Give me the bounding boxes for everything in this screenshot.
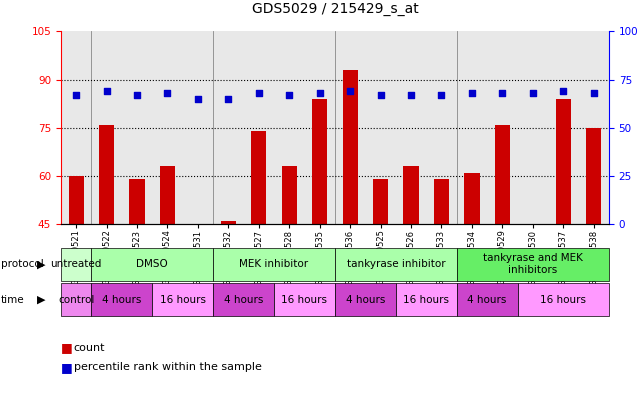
Bar (495, 125, 510, 224)
Point (528, 90, 538, 96)
Point (162, 90, 172, 96)
Text: control: control (58, 295, 94, 305)
Bar (312, 99, 328, 224)
Text: 4 hours: 4 hours (467, 295, 507, 305)
Text: 4 hours: 4 hours (224, 295, 263, 305)
Bar (556, 99, 571, 224)
Bar (586, 128, 601, 224)
Bar (99, 125, 114, 224)
Bar (281, 166, 297, 224)
Point (101, 88, 112, 94)
Text: untreated: untreated (51, 259, 102, 269)
Point (558, 88, 569, 94)
Text: time: time (1, 295, 24, 305)
Point (588, 90, 599, 96)
Text: ▶: ▶ (37, 295, 46, 305)
Text: ■: ■ (61, 361, 72, 374)
Bar (342, 70, 358, 224)
Text: GDS5029 / 215429_s_at: GDS5029 / 215429_s_at (251, 2, 419, 16)
Point (376, 92, 386, 98)
Point (315, 90, 325, 96)
Text: ▶: ▶ (37, 259, 46, 269)
Point (254, 90, 264, 96)
Point (497, 90, 508, 96)
Bar (434, 179, 449, 224)
Point (345, 88, 355, 94)
Text: 16 hours: 16 hours (403, 295, 449, 305)
Point (71, 92, 81, 98)
Text: ■: ■ (61, 341, 72, 354)
Text: 16 hours: 16 hours (160, 295, 206, 305)
Text: percentile rank within the sample: percentile rank within the sample (74, 362, 262, 373)
Bar (464, 173, 479, 224)
Bar (160, 166, 175, 224)
Text: DMSO: DMSO (137, 259, 168, 269)
Bar (373, 179, 388, 224)
Point (132, 92, 142, 98)
Text: 4 hours: 4 hours (102, 295, 142, 305)
Text: MEK inhibitor: MEK inhibitor (240, 259, 308, 269)
Text: protocol: protocol (1, 259, 44, 269)
Point (223, 96, 233, 102)
Text: 4 hours: 4 hours (345, 295, 385, 305)
Point (406, 92, 416, 98)
Text: 16 hours: 16 hours (281, 295, 328, 305)
Bar (69, 176, 84, 224)
Text: tankyrase inhibitor: tankyrase inhibitor (347, 259, 445, 269)
Point (193, 96, 203, 102)
Text: tankyrase and MEK
inhibitors: tankyrase and MEK inhibitors (483, 253, 583, 275)
Bar (221, 221, 236, 224)
Point (284, 92, 294, 98)
Bar (403, 166, 419, 224)
Point (437, 92, 447, 98)
Bar (129, 179, 145, 224)
Point (467, 90, 477, 96)
Bar (251, 131, 267, 224)
Text: 16 hours: 16 hours (540, 295, 587, 305)
Text: count: count (74, 343, 105, 353)
